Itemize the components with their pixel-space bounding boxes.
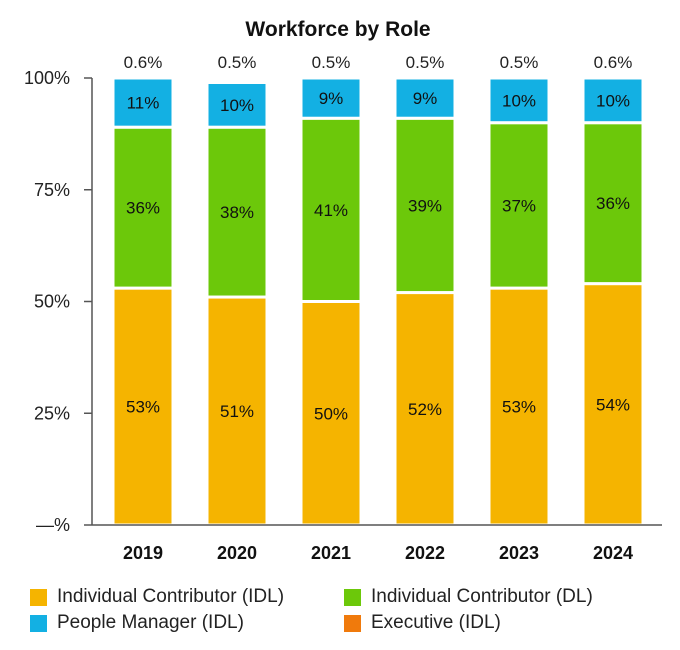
bar-segment-exec_idl-2020 [205, 78, 269, 84]
legend-swatch-ic-idl [30, 588, 47, 606]
x-tick-label: 2024 [593, 543, 633, 563]
bar-segment-pm_idl-2020 [205, 80, 269, 129]
data-label-ic_dl-2022: 39% [408, 196, 442, 215]
x-axis: 2019 2020 2021 2022 2023 2024 [92, 524, 662, 563]
y-axis: —% 25% 50% 75% 100% [24, 68, 93, 535]
bars [111, 73, 645, 527]
data-label-ic_dl-2023: 37% [502, 196, 536, 215]
data-label-ic_idl-2021: 50% [314, 404, 348, 423]
legend-label-exec-idl: Executive (IDL) [371, 612, 501, 633]
data-label-ic_idl-2022: 52% [408, 400, 442, 419]
data-label-ic_idl-2019: 53% [126, 398, 160, 417]
data-labels: 53% 36% 11% 0.6% 51% 38% 10% 0.5% 50% 41% 9% 0.5% 52… [124, 53, 633, 423]
data-label-ic_idl-2020: 51% [220, 402, 254, 421]
data-label-pm_idl-2023: 10% [502, 91, 536, 110]
chart-title: Workforce by Role [245, 18, 430, 41]
x-tick-label: 2021 [311, 543, 351, 563]
bar-segment-ic_idl-2021 [299, 300, 363, 527]
bar-segment-ic_idl-2024 [581, 282, 645, 527]
data-label-ic_idl-2024: 54% [596, 395, 630, 414]
legend-item-pm-idl: People Manager (IDL) [30, 612, 244, 634]
bar-segment-exec_idl-2019 [111, 73, 175, 80]
data-label-ic_dl-2021: 41% [314, 201, 348, 220]
data-label-pm_idl-2020: 10% [220, 96, 254, 115]
bar-segment-pm_idl-2019 [111, 76, 175, 129]
bar-segment-exec_idl-2022 [393, 74, 457, 80]
chart-plot: Workforce by Role —% 25% 50% 75% 100% 53% 36%… [24, 18, 662, 563]
bar-segment-exec_idl-2021 [299, 74, 363, 80]
data-label-exec_idl-2020: 0.5% [218, 53, 257, 72]
y-tick-label: 100% [24, 68, 70, 88]
data-label-pm_idl-2024: 10% [596, 91, 630, 110]
legend-swatch-ic-dl [344, 588, 361, 606]
x-tick-label: 2023 [499, 543, 539, 563]
legend-item-ic-idl: Individual Contributor (IDL) [30, 586, 284, 608]
bar-segment-ic_dl-2020 [205, 125, 269, 299]
legend-label-ic-dl: Individual Contributor (DL) [371, 586, 593, 607]
data-label-ic_dl-2020: 38% [220, 203, 254, 222]
y-tick-label: —% [36, 515, 70, 535]
data-label-ic_dl-2019: 36% [126, 199, 160, 218]
x-tick-label: 2022 [405, 543, 445, 563]
x-tick-label: 2019 [123, 543, 163, 563]
legend-item-exec-idl: Executive (IDL) [344, 612, 501, 634]
bar-segment-ic_dl-2023 [487, 121, 551, 290]
bar-segment-ic_dl-2022 [393, 116, 457, 295]
data-label-pm_idl-2022: 9% [413, 89, 438, 108]
bar-segment-pm_idl-2023 [487, 76, 551, 125]
data-label-exec_idl-2023: 0.5% [500, 53, 539, 72]
legend-swatch-pm-idl [30, 614, 47, 632]
data-label-exec_idl-2022: 0.5% [406, 53, 445, 72]
y-tick-label: 25% [34, 403, 70, 423]
bar-segment-ic_dl-2019 [111, 125, 175, 290]
legend-label-pm-idl: People Manager (IDL) [57, 612, 244, 633]
bar-segment-ic_idl-2022 [393, 291, 457, 527]
bar-segment-exec_idl-2024 [581, 73, 645, 80]
bar-segment-ic_dl-2021 [299, 116, 363, 304]
data-label-exec_idl-2019: 0.6% [124, 53, 163, 72]
data-label-exec_idl-2021: 0.5% [312, 53, 351, 72]
y-tick-label: 50% [34, 292, 70, 312]
y-tick-label: 75% [34, 180, 70, 200]
legend-item-ic-dl: Individual Contributor (DL) [344, 586, 593, 608]
legend-label-ic-idl: Individual Contributor (IDL) [57, 586, 285, 607]
bar-segment-exec_idl-2023 [487, 74, 551, 80]
data-label-ic_dl-2024: 36% [596, 194, 630, 213]
legend-swatch-exec-idl [344, 614, 361, 632]
data-label-pm_idl-2021: 9% [319, 89, 344, 108]
x-tick-label: 2020 [217, 543, 257, 563]
data-label-ic_idl-2023: 53% [502, 398, 536, 417]
data-label-exec_idl-2024: 0.6% [594, 53, 633, 72]
bar-segment-ic_idl-2023 [487, 286, 551, 527]
data-label-pm_idl-2019: 11% [127, 94, 160, 113]
